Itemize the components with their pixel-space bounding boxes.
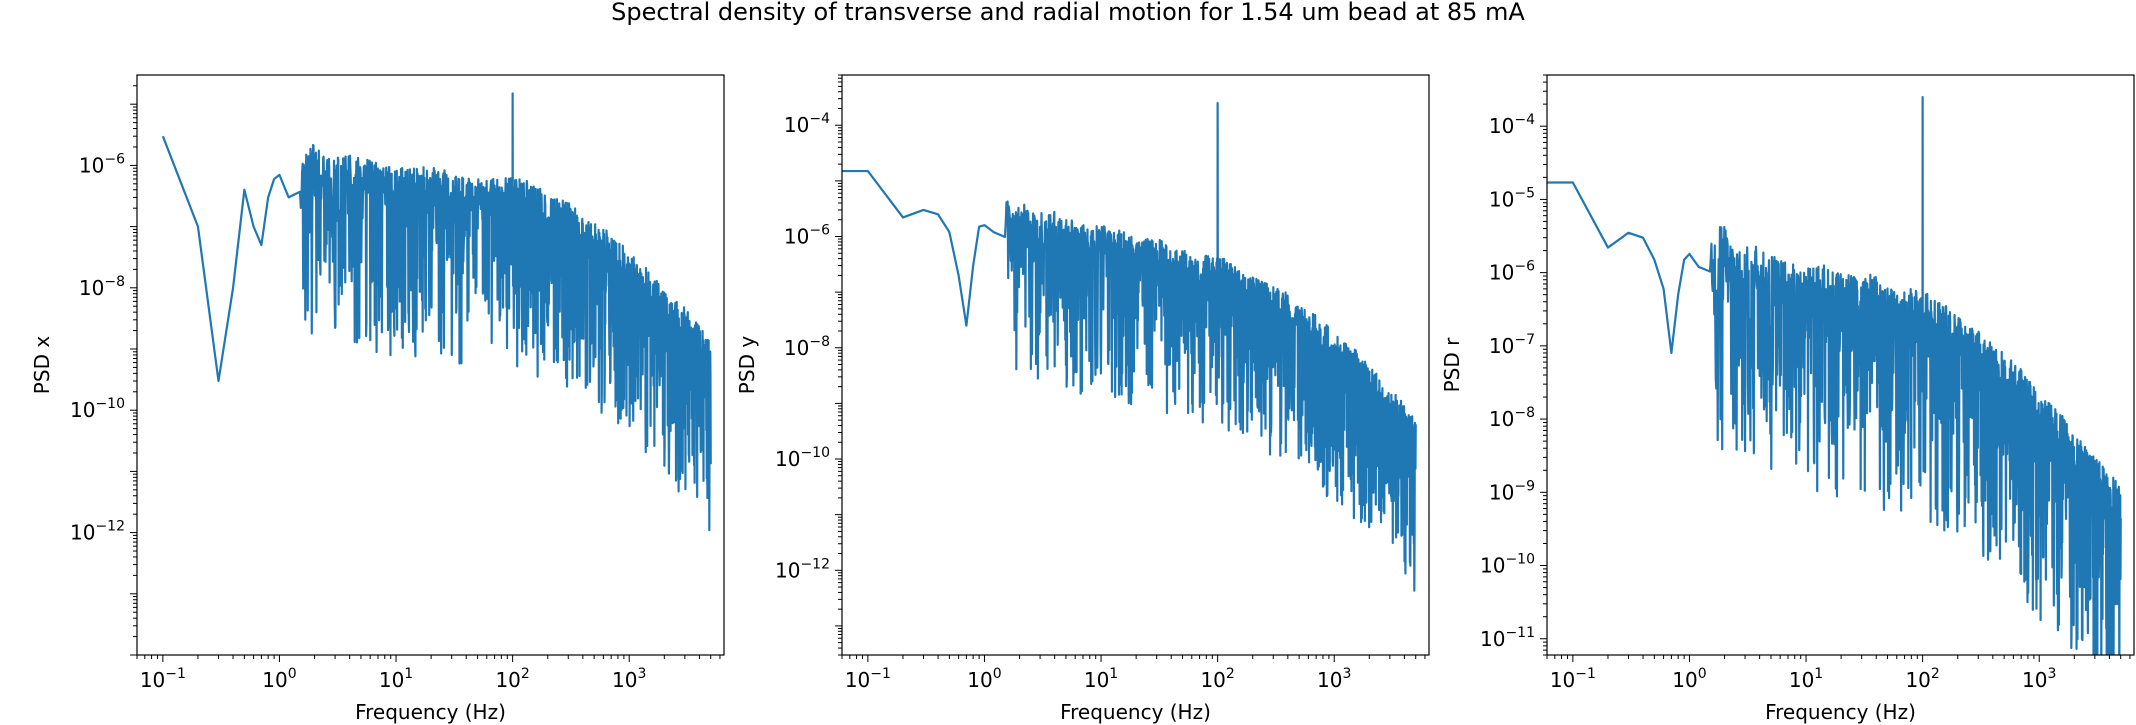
x-tick-label: 103 [1317, 666, 1351, 692]
x-axis-label: Frequency (Hz) [355, 700, 506, 724]
y-tick-label: 10−6 [784, 222, 830, 248]
x-tick-label: 10−1 [845, 666, 891, 692]
psd-y-panel: 10−1 100 101 102 103 10−12 10−10 10−8 10−6 10−4 Fr… [735, 74, 1430, 724]
y-tick-label: 10−6 [79, 151, 125, 177]
x-tick-label: 100 [1672, 666, 1706, 692]
x-tick-label: 102 [495, 666, 529, 692]
y-tick-label: 10−7 [1489, 332, 1535, 358]
figure-suptitle: Spectral density of transverse and radia… [611, 0, 1525, 26]
spectrum-line [842, 102, 1417, 592]
y-tick-label: 10−8 [79, 274, 125, 300]
x-tick-label: 103 [2022, 666, 2056, 692]
x-tick-label: 101 [379, 666, 413, 692]
y-axis-label: PSD x [30, 336, 54, 395]
x-tick-label: 102 [1905, 666, 1939, 692]
y-tick-label: 10−11 [1480, 625, 1535, 651]
y-tick-label: 10−10 [70, 396, 125, 422]
y-tick-label: 10−10 [775, 445, 830, 471]
axes-frame [1546, 74, 2135, 656]
psd-r-panel: 10−1 100 101 102 103 10−11 10−10 10−9 10−8 10−7 10… [1440, 74, 2135, 724]
x-tick-label: 102 [1200, 666, 1234, 692]
x-axis-label: Frequency (Hz) [1765, 700, 1916, 724]
y-tick-label: 10−5 [1489, 185, 1535, 211]
x-tick-label: 10−1 [140, 666, 186, 692]
y-tick-label: 10−9 [1489, 478, 1535, 504]
spectrum-line [161, 92, 712, 532]
x-tick-label: 103 [612, 666, 646, 692]
x-tick-label: 101 [1084, 666, 1118, 692]
x-axis-label: Frequency (Hz) [1060, 700, 1211, 724]
x-tick-label: 100 [262, 666, 296, 692]
psd-x-panel: 10−1 100 101 102 103 10−12 10−10 10−8 10−6 Freque… [30, 74, 725, 724]
y-tick-label: 10−12 [775, 556, 830, 582]
x-tick-label: 10−1 [1550, 666, 1596, 692]
axes-frame [136, 74, 725, 656]
y-axis-label: PSD r [1440, 337, 1464, 393]
y-axis-label: PSD y [735, 336, 759, 395]
x-tick-label: 101 [1789, 666, 1823, 692]
y-tick-label: 10−4 [1489, 112, 1535, 138]
y-tick-label: 10−10 [1480, 552, 1535, 578]
spectrum-line [1547, 95, 2122, 655]
y-tick-label: 10−12 [70, 519, 125, 545]
y-tick-label: 10−8 [1489, 405, 1535, 431]
x-tick-label: 100 [967, 666, 1001, 692]
y-tick-label: 10−4 [784, 111, 830, 137]
y-tick-label: 10−8 [784, 334, 830, 360]
y-tick-label: 10−6 [1489, 259, 1535, 285]
